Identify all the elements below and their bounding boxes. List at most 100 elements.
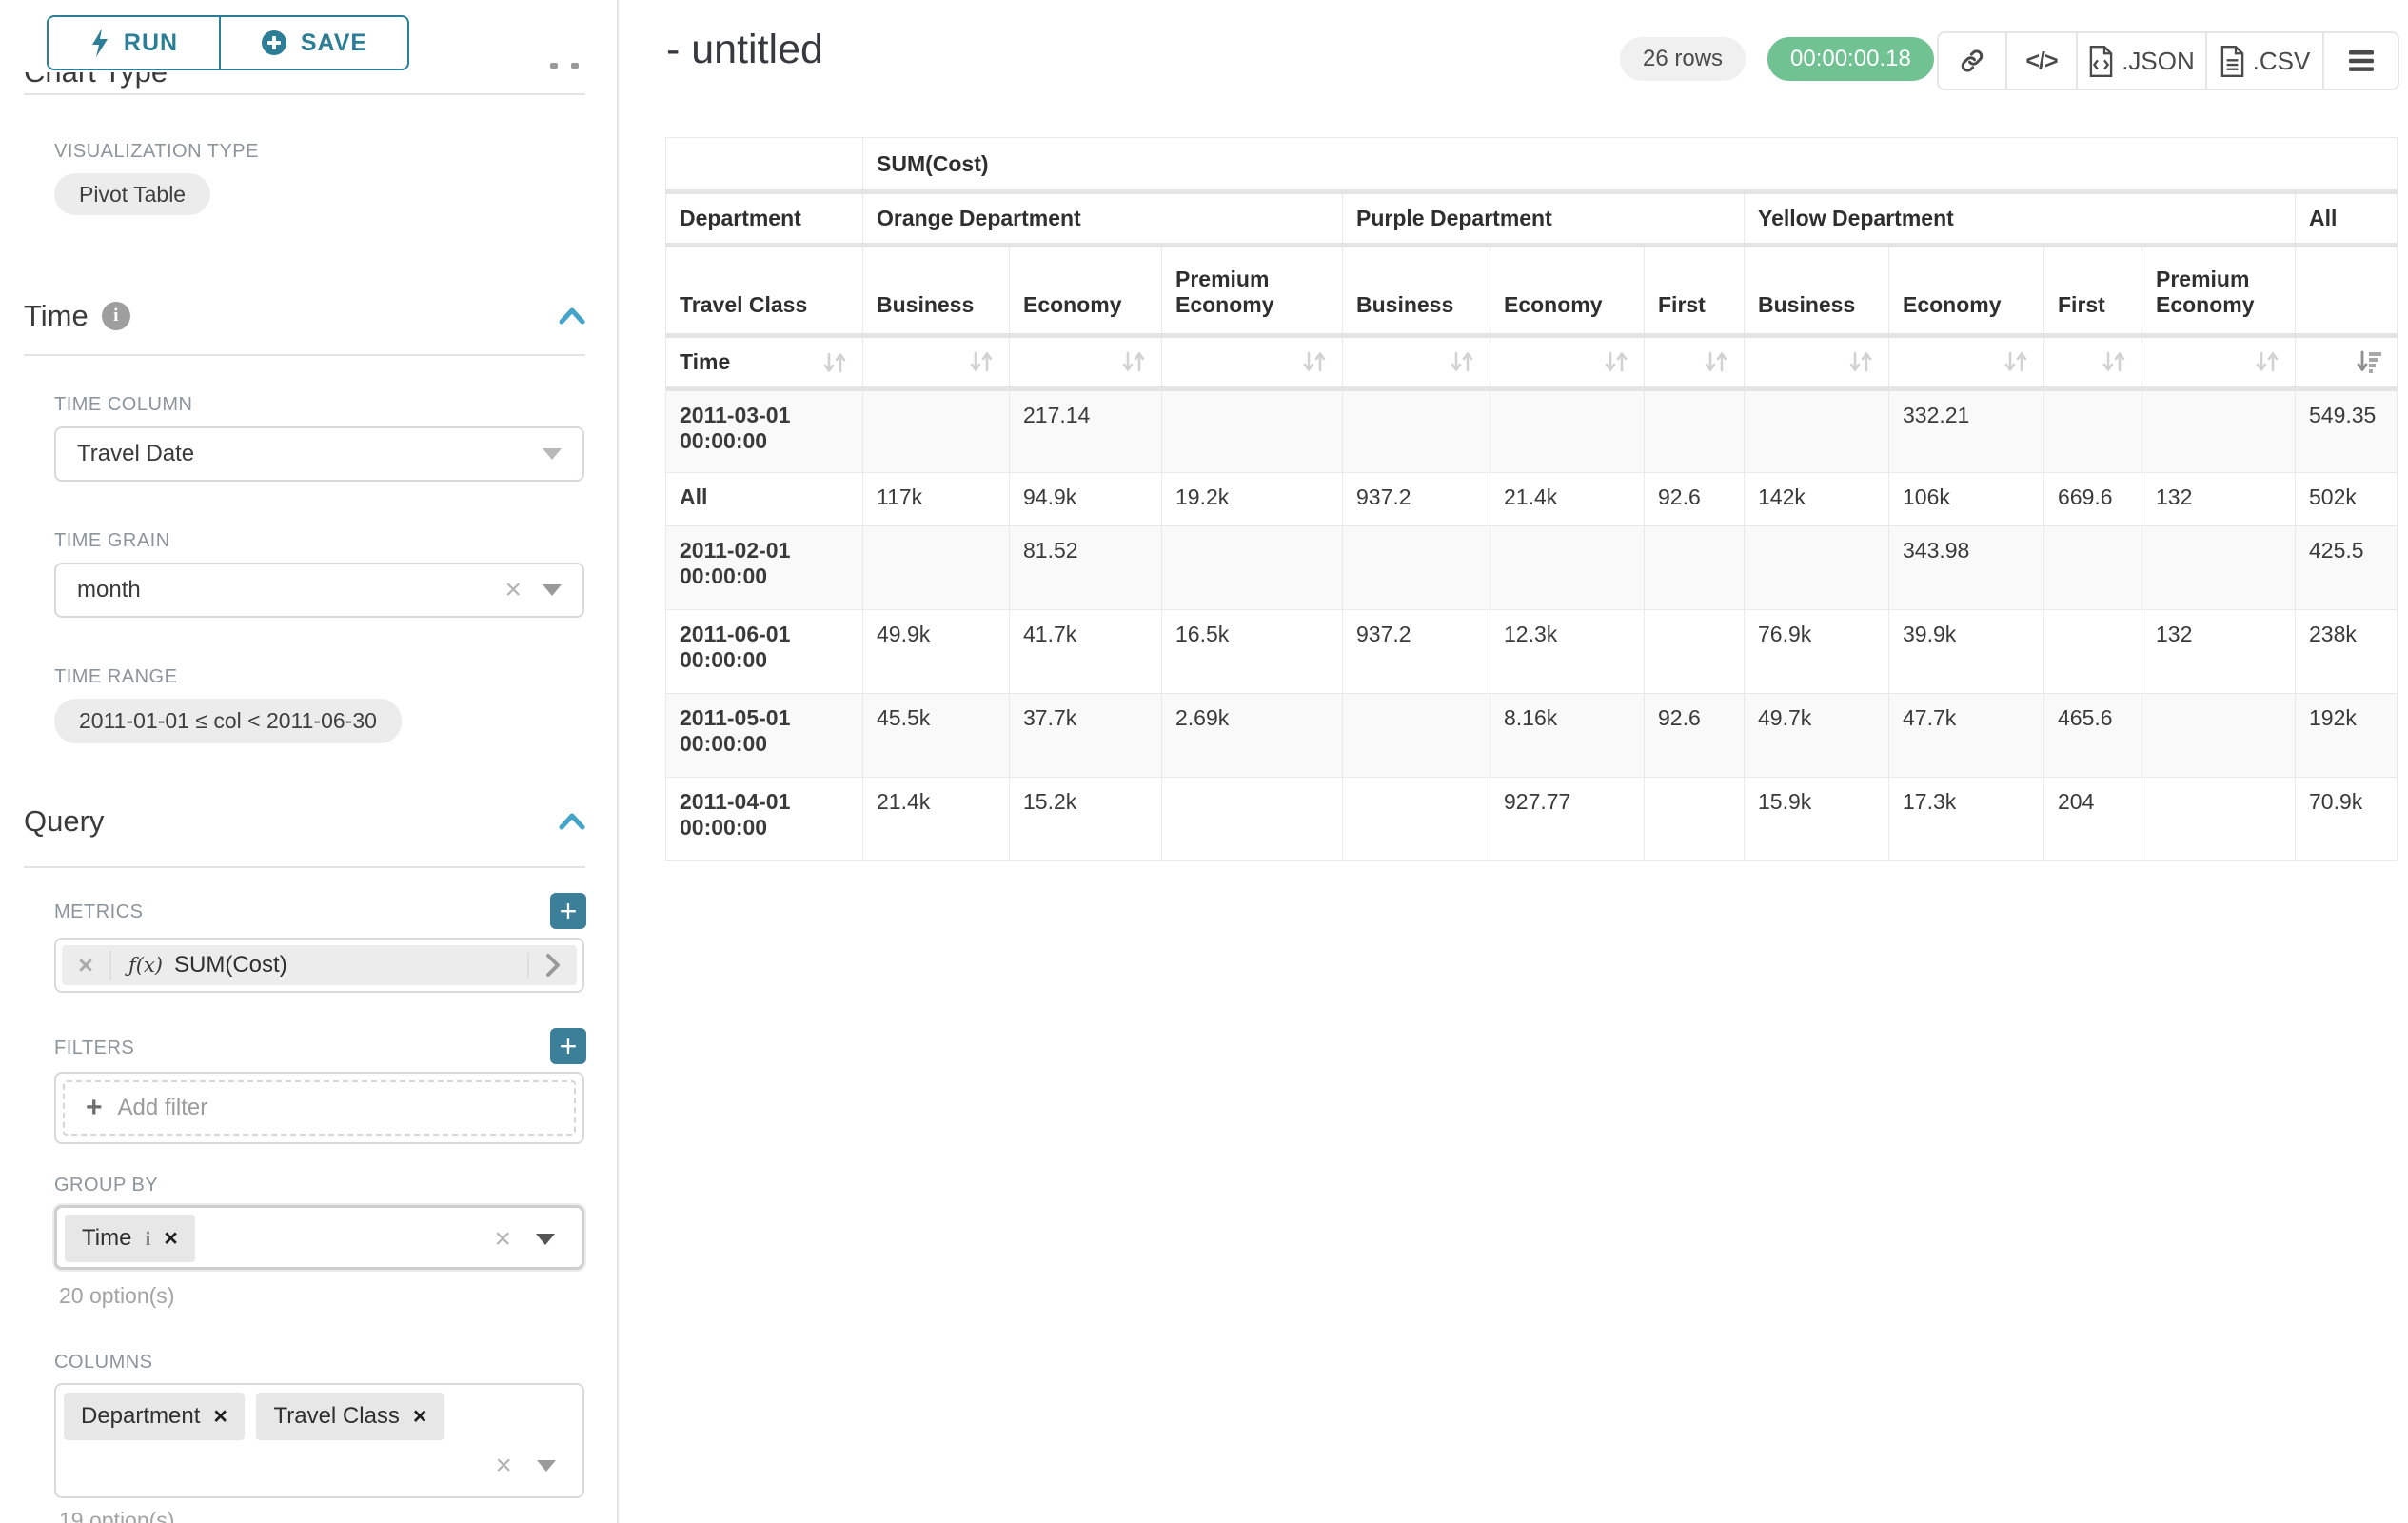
- time-range-pill[interactable]: 2011-01-01 ≤ col < 2011-06-30: [54, 699, 402, 743]
- metric-expand-caret[interactable]: [527, 953, 577, 978]
- pivot-table-container: SUM(Cost) Department Orange Department P…: [665, 137, 2398, 861]
- time-axis-label: Time: [680, 349, 731, 374]
- time-section-title: Time: [24, 299, 89, 332]
- group-by-select[interactable]: Time i × ×: [54, 1205, 584, 1270]
- time-column-select[interactable]: Travel Date: [54, 426, 584, 482]
- pivot-cell: [1161, 777, 1343, 861]
- clear-icon[interactable]: ×: [504, 574, 522, 605]
- sort-icon[interactable]: [1300, 349, 1329, 374]
- columns-select[interactable]: Department × Travel Class × ×: [54, 1383, 584, 1498]
- time-section-header: Time i: [24, 299, 585, 333]
- remove-tag-icon[interactable]: ×: [164, 1224, 178, 1252]
- travel-class-header: Economy: [1888, 245, 2044, 338]
- pivot-cell: 132: [2142, 609, 2296, 694]
- time-grain-select[interactable]: month ×: [54, 563, 584, 618]
- info-icon[interactable]: i: [101, 302, 130, 330]
- pivot-cell: 937.2: [1342, 609, 1490, 694]
- pivot-cell: 49.7k: [1744, 693, 1889, 778]
- pivot-cell: 425.5: [2294, 525, 2398, 610]
- pivot-cell: 117k: [862, 472, 1010, 526]
- caret-down-icon[interactable]: [537, 1460, 556, 1472]
- panel-divider: [617, 0, 619, 1523]
- sort-icon[interactable]: [1846, 349, 1875, 374]
- columns-label: COLUMNS: [54, 1352, 153, 1373]
- pivot-cell: [2043, 388, 2142, 473]
- metric-body: ƒ(x) SUM(Cost): [111, 952, 527, 979]
- department-group-header: All: [2294, 191, 2398, 247]
- function-icon: ƒ(x): [128, 954, 164, 977]
- row-label: All: [665, 472, 863, 526]
- sort-icon[interactable]: [1448, 349, 1476, 374]
- sort-icon[interactable]: [2002, 349, 2030, 374]
- run-button-label: RUN: [123, 29, 179, 56]
- table-row: 2011-02-01 00:00:00 81.52 343.98 425.5: [665, 525, 2398, 610]
- remove-metric-icon[interactable]: ×: [62, 950, 111, 980]
- table-row: 2011-03-01 00:00:00 217.14 332.21 549.35: [665, 388, 2398, 473]
- pivot-cell: [1342, 525, 1490, 610]
- pivot-cell: [862, 525, 1010, 610]
- pivot-cell: [862, 388, 1010, 473]
- pivot-cell: [2142, 777, 2296, 861]
- divider: [24, 354, 585, 356]
- pivot-cell: [1161, 388, 1343, 473]
- sort-icon[interactable]: [967, 349, 996, 374]
- select-controls: ×: [494, 1223, 555, 1256]
- pivot-cell: 49.9k: [862, 609, 1010, 694]
- pivot-cell: 2.69k: [1161, 693, 1343, 778]
- info-icon[interactable]: i: [145, 1226, 151, 1250]
- time-range-label: TIME RANGE: [54, 666, 178, 687]
- caret-down-icon: [543, 584, 562, 596]
- plus-icon: +: [86, 1092, 103, 1123]
- sort-icon[interactable]: [2253, 349, 2281, 374]
- pivot-cell: 37.7k: [1009, 693, 1162, 778]
- columns-tag[interactable]: Travel Class ×: [256, 1393, 444, 1440]
- group-by-tag[interactable]: Time i ×: [65, 1215, 195, 1262]
- pivot-cell: [1342, 693, 1490, 778]
- pivot-cell: 15.9k: [1744, 777, 1889, 861]
- view-query-button[interactable]: </>: [2007, 33, 2078, 89]
- sort-icon[interactable]: [820, 350, 849, 375]
- group-by-tag-label: Time: [82, 1225, 132, 1251]
- chart-title[interactable]: - untitled: [666, 27, 823, 72]
- sort-cell: [1744, 335, 1889, 391]
- travel-class-header: Business: [1342, 245, 1490, 338]
- remove-tag-icon[interactable]: ×: [412, 1402, 427, 1430]
- add-filter-plus-button[interactable]: +: [550, 1028, 586, 1064]
- pivot-cell: 8.16k: [1490, 693, 1645, 778]
- columns-tag[interactable]: Department ×: [64, 1393, 245, 1440]
- save-button[interactable]: SAVE: [220, 15, 409, 70]
- save-button-label: SAVE: [300, 29, 368, 56]
- row-label: 2011-03-01 00:00:00: [665, 388, 863, 473]
- share-link-button[interactable]: [1939, 33, 2007, 89]
- chevron-up-icon[interactable]: [559, 307, 585, 326]
- department-header-row: Department Orange Department Purple Depa…: [665, 191, 2398, 247]
- metric-pill[interactable]: × ƒ(x) SUM(Cost): [62, 945, 577, 985]
- pivot-cell: 45.5k: [862, 693, 1010, 778]
- query-section-header: Query: [24, 804, 585, 839]
- add-metric-button[interactable]: +: [550, 893, 586, 929]
- pivot-cell: 76.9k: [1744, 609, 1889, 694]
- plus-circle-icon: [261, 30, 286, 55]
- run-button[interactable]: RUN: [47, 15, 220, 70]
- visualization-type-pill[interactable]: Pivot Table: [54, 173, 211, 215]
- more-options-button[interactable]: [2324, 33, 2398, 89]
- csv-button-label: .CSV: [2252, 46, 2311, 75]
- clear-icon[interactable]: ×: [494, 1223, 511, 1255]
- sort-icon[interactable]: [1602, 349, 1630, 374]
- clear-icon[interactable]: ×: [495, 1450, 512, 1481]
- add-filter-button[interactable]: + Add filter: [63, 1080, 576, 1136]
- sort-desc-icon[interactable]: [2355, 349, 2383, 374]
- pivot-cell: [1161, 525, 1343, 610]
- export-csv-button[interactable]: .CSV: [2207, 33, 2324, 89]
- remove-tag-icon[interactable]: ×: [213, 1402, 227, 1430]
- sort-icon[interactable]: [2100, 349, 2128, 374]
- pivot-cell: [1644, 525, 1745, 610]
- chevron-up-icon[interactable]: [559, 812, 585, 831]
- pivot-cell: 343.98: [1888, 525, 2044, 610]
- sort-icon[interactable]: [1702, 349, 1730, 374]
- sort-icon[interactable]: [1119, 349, 1148, 374]
- export-json-button[interactable]: .JSON: [2078, 33, 2207, 89]
- group-by-options-count: 20 option(s): [59, 1283, 175, 1308]
- pivot-cell: 332.21: [1888, 388, 2044, 473]
- caret-down-icon[interactable]: [536, 1234, 555, 1245]
